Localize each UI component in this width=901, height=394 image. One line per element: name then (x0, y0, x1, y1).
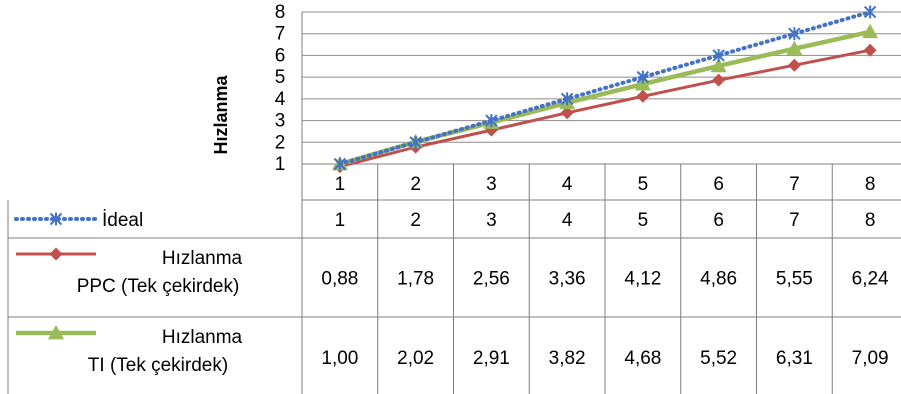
x-tick-label: 7 (789, 174, 800, 195)
legend-label: Hızlanma (162, 327, 243, 348)
legend-marker (48, 325, 64, 340)
legend-label: İdeal (102, 210, 143, 231)
x-tick-label: 6 (713, 174, 724, 195)
y-tick-label: 7 (275, 24, 286, 45)
table-cell: 2,02 (397, 348, 434, 369)
table-cell: 7 (789, 210, 800, 231)
table-cell: 6,24 (852, 269, 889, 290)
data-point (788, 27, 801, 41)
table-cell: 2,91 (473, 348, 510, 369)
x-tick-label: 3 (486, 174, 497, 195)
table-cell: 5,55 (776, 269, 813, 290)
table-cell: 1 (335, 210, 346, 231)
data-point (712, 48, 725, 62)
data-point (560, 92, 574, 106)
table-cell: 4,68 (624, 348, 661, 369)
table-cell: 4,12 (624, 269, 661, 290)
x-tick-label: 1 (335, 174, 346, 195)
series-line (339, 48, 871, 169)
y-tick-label: 5 (275, 67, 286, 88)
grid (301, 11, 901, 200)
legend-marker (49, 212, 63, 226)
data-point (485, 114, 498, 128)
data-point (712, 73, 726, 87)
data-point (409, 135, 422, 149)
data-point (560, 106, 574, 120)
table-cell: 1,78 (397, 269, 434, 290)
table-cell: 5 (638, 210, 649, 231)
table-cell: 2 (410, 210, 421, 231)
y-tick-label: 4 (275, 89, 286, 110)
data-point (863, 5, 877, 19)
series-layer (331, 5, 879, 174)
table-cell: 6 (713, 210, 724, 231)
legend-label: PPC (Tek çekirdek) (77, 276, 240, 297)
y-tick-label: 3 (275, 111, 286, 132)
table-cell: 0,88 (321, 269, 358, 290)
table-cell: 6,31 (776, 348, 813, 369)
legend-label: TI (Tek çekirdek) (88, 355, 228, 376)
y-tick-label: 6 (275, 45, 286, 66)
table-cell: 3,36 (549, 269, 586, 290)
table-cell: 2,56 (473, 269, 510, 290)
table-cell: 1,00 (321, 348, 358, 369)
table-cell: 8 (865, 210, 876, 231)
data-point (636, 89, 650, 103)
table-cell: 3 (486, 210, 497, 231)
series-line (337, 10, 873, 166)
y-tick-label: 1 (275, 154, 286, 175)
y-tick-label: 2 (275, 132, 286, 153)
data-point (636, 70, 650, 84)
x-tick-label: 4 (562, 174, 573, 195)
x-tick-label: 5 (638, 174, 649, 195)
data-point (333, 157, 347, 171)
data-point (863, 43, 877, 57)
table-cell: 4,86 (700, 269, 737, 290)
x-tick-label: 8 (865, 174, 876, 195)
legend-label: Hızlanma (162, 248, 243, 269)
data-point (862, 23, 879, 39)
data-point (710, 57, 727, 73)
table-cell: 3,82 (549, 348, 586, 369)
y-axis-label: Hızlanma (211, 75, 231, 155)
data-point (786, 40, 803, 56)
table-cell: 4 (562, 210, 573, 231)
x-tick-label: 2 (410, 174, 421, 195)
data-point (787, 58, 801, 72)
table-cell: 5,52 (700, 348, 737, 369)
table-cell: 7,09 (852, 348, 889, 369)
y-tick-label: 8 (275, 2, 286, 23)
legend-marker (49, 247, 63, 261)
data-table (7, 163, 901, 394)
